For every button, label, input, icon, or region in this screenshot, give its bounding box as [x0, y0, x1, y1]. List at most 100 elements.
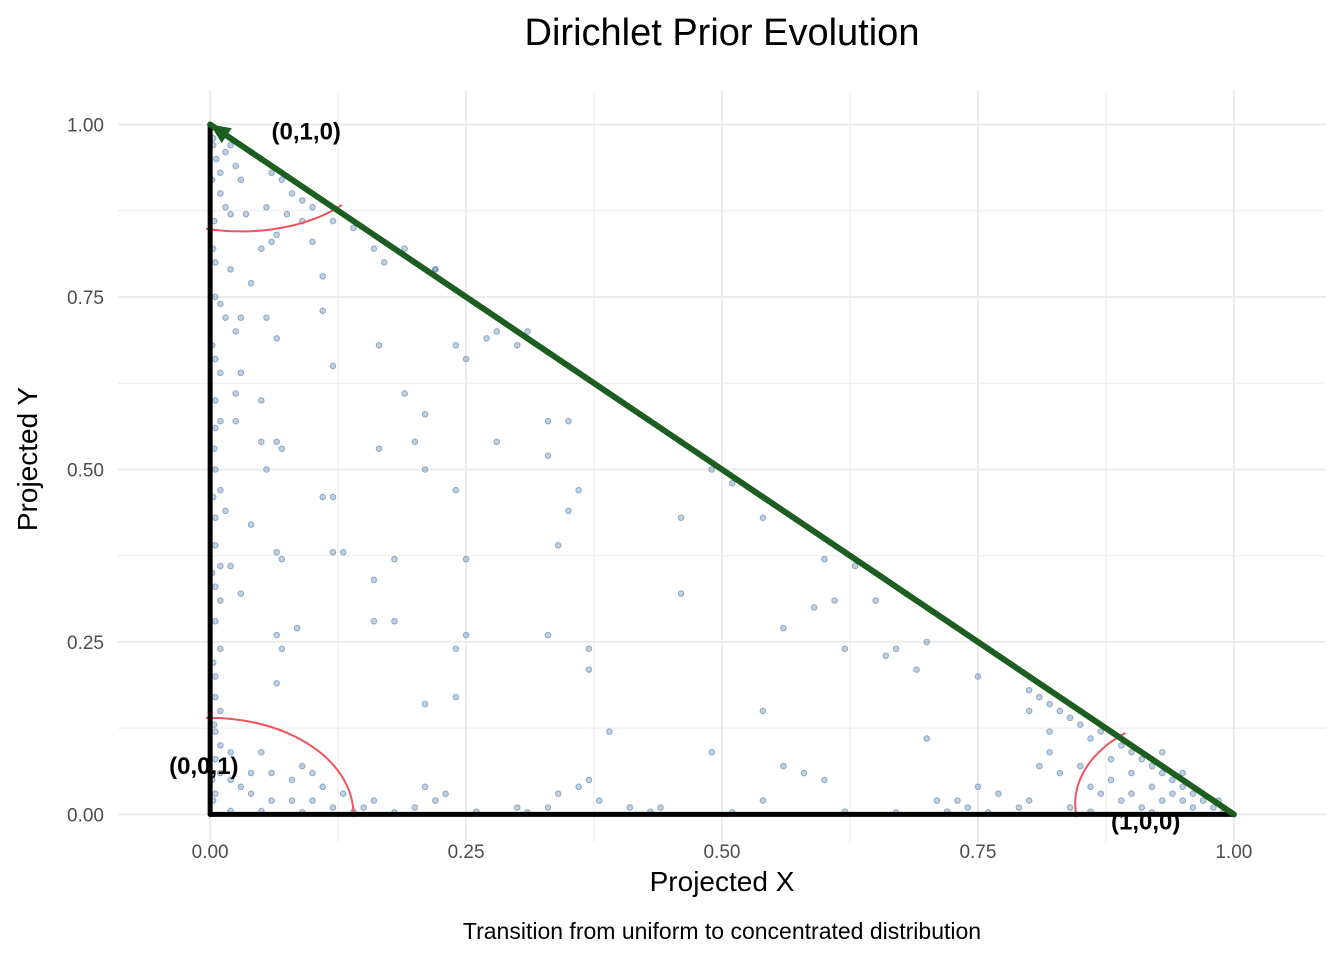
data-point [258, 438, 265, 446]
y-tick-label: 0.50 [67, 460, 104, 481]
data-point [657, 804, 664, 811]
data-point [268, 238, 275, 246]
data-point [1158, 749, 1166, 756]
x-tick-label: 0.75 [959, 842, 996, 863]
data-point [421, 410, 429, 418]
data-point [370, 245, 378, 252]
data-point [232, 162, 240, 170]
data-point [237, 783, 245, 791]
data-point [211, 673, 219, 680]
chart-caption: Transition from uniform to concentrated … [463, 918, 981, 944]
data-point [595, 797, 603, 804]
data-point [677, 514, 685, 522]
data-point [1210, 804, 1217, 811]
data-point [1107, 776, 1115, 784]
data-point [211, 542, 219, 549]
data-point [247, 521, 255, 528]
data-point [493, 328, 501, 335]
x-tick-label: 0.50 [704, 842, 741, 863]
data-point [1046, 749, 1053, 756]
data-point [452, 645, 460, 653]
data-point [841, 645, 849, 653]
data-point [954, 797, 961, 804]
data-point [544, 417, 552, 425]
data-point [309, 769, 316, 777]
data-point [1025, 686, 1033, 694]
data-point [222, 148, 229, 156]
data-point [1128, 790, 1135, 798]
data-point [1148, 783, 1156, 791]
data-point [728, 479, 736, 487]
data-point [892, 645, 900, 653]
data-point [217, 742, 224, 749]
data-point [1097, 728, 1105, 735]
data-point [273, 548, 280, 556]
data-point [964, 804, 971, 811]
data-point [370, 576, 378, 584]
simplex-edges [207, 121, 1237, 818]
data-point [329, 217, 337, 225]
data-point [360, 804, 367, 811]
vertex-label: (0,1,0) [272, 118, 341, 145]
data-point [217, 369, 224, 377]
data-point [273, 680, 280, 687]
y-tick-label: 1.00 [67, 115, 104, 136]
data-point [278, 645, 286, 653]
data-point [237, 176, 245, 183]
data-point [227, 141, 234, 149]
data-point [462, 631, 470, 639]
data-point [273, 631, 280, 639]
data-point [288, 190, 296, 197]
data-point [1107, 755, 1115, 763]
data-point [237, 369, 245, 377]
data-point [1077, 762, 1084, 770]
data-point [217, 562, 224, 570]
data-point [1056, 769, 1064, 777]
data-point [513, 341, 521, 349]
data-point [268, 769, 275, 777]
data-point [237, 590, 245, 597]
data-point [319, 783, 327, 791]
ellipse-right-vertex [1074, 713, 1251, 818]
data-point [821, 555, 828, 563]
data-point [411, 804, 419, 811]
chart-title: Dirichlet Prior Evolution [525, 12, 920, 54]
data-point [1158, 769, 1166, 777]
data-point [258, 749, 265, 756]
data-point [1148, 762, 1156, 770]
data-point [217, 486, 224, 494]
data-point [677, 590, 685, 597]
data-point [1066, 714, 1074, 722]
data-point [339, 790, 347, 798]
data-point [222, 314, 229, 321]
data-point [309, 797, 316, 804]
data-point [1046, 700, 1053, 708]
data-point [211, 355, 219, 363]
data-point [759, 797, 767, 804]
data-point [247, 790, 255, 798]
data-point [513, 804, 521, 811]
data-point [217, 417, 224, 425]
data-point [462, 355, 470, 363]
data-point [626, 804, 634, 811]
data-point [1046, 728, 1053, 735]
y-tick-label: 0.75 [67, 288, 104, 309]
data-point [237, 314, 245, 321]
data-point [708, 749, 716, 756]
data-point [211, 424, 219, 432]
data-point [933, 797, 941, 804]
data-point [232, 390, 240, 397]
data-point [227, 776, 234, 784]
data-point [258, 245, 265, 252]
data-point [565, 507, 572, 515]
data-point [211, 728, 219, 735]
data-point [708, 466, 716, 473]
data-point [442, 790, 449, 798]
data-point [217, 169, 224, 177]
data-point [278, 176, 286, 183]
data-point [278, 555, 286, 563]
data-point [217, 190, 224, 197]
data-point [263, 466, 270, 473]
data-point [606, 728, 613, 735]
